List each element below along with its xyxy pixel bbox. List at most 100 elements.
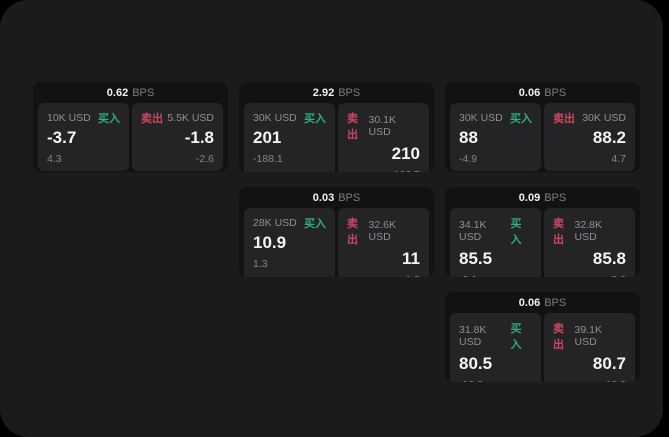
buy-amount: 10K USD [47,112,91,124]
buy-price: 85.5 [459,249,493,268]
quote-panels: 34.1K USD 买入 85.5 -3.1 卖出 32.8K USD 85.8… [445,208,640,277]
buy-side-button[interactable]: 买入 [510,113,532,125]
sell-amount: 30K USD [582,112,626,124]
buy-panel[interactable]: 30K USD 买入 201 -188.1 [244,103,335,172]
buy-price: -3.7 [47,128,77,147]
spread-value: 2.92 [312,86,335,99]
sell-panel[interactable]: 卖出 5.5K USD -1.8 -2.6 [132,103,223,171]
quote-panels: 28K USD 买入 10.9 1.3 卖出 32.6K USD 11 -1.8 [239,208,434,277]
buy-amount: 30K USD [459,112,503,124]
spread-value: 0.06 [518,296,541,309]
sell-side-button[interactable]: 卖出 [553,218,564,246]
buy-amount: 28K USD [253,217,297,229]
buy-price: 88 [459,128,478,147]
sell-amount: 39.1K USD [574,324,602,348]
spread-header: 2.92 BPS [239,82,434,103]
quote-card: 0.03 BPS 28K USD 买入 10.9 1.3 卖出 32.6K US… [239,187,434,277]
buy-price: 201 [253,128,282,147]
buy-amount: 34.1K USD [459,219,487,243]
buy-side-button[interactable]: 买入 [304,218,326,230]
spread-header: 0.03 BPS [239,187,434,208]
quote-card: 0.62 BPS 10K USD 买入 -3.7 4.3 卖出 5.5K USD… [33,82,228,172]
buy-panel-top-row: 28K USD 买入 [253,215,326,231]
spread-value: 0.03 [312,191,335,204]
buy-delta: -3.1 [459,274,532,277]
buy-delta: -4.9 [459,152,478,165]
quote-panels: 31.8K USD 买入 80.5 -10.8 卖出 39.1K USD 80.… [445,313,640,382]
sell-panel[interactable]: 卖出 39.1K USD 80.7 10.2 [544,313,635,382]
spread-value: 0.62 [106,86,129,99]
buy-delta: 4.3 [47,152,62,165]
sell-delta: 3.0 [553,274,626,277]
quote-card: 0.09 BPS 34.1K USD 买入 85.5 -3.1 卖出 32.8K… [445,187,640,277]
quote-card: 2.92 BPS 30K USD 买入 201 -188.1 卖出 30.1K … [239,82,434,172]
quote-panels: 10K USD 买入 -3.7 4.3 卖出 5.5K USD -1.8 -2.… [33,103,228,172]
sell-price: -1.8 [184,128,214,147]
sell-panel[interactable]: 卖出 30K USD 88.2 4.7 [544,103,635,171]
sell-delta: 4.7 [611,152,626,165]
sell-panel[interactable]: 卖出 32.8K USD 85.8 3.0 [544,208,635,277]
buy-side-button[interactable]: 买入 [510,218,522,246]
sell-panel[interactable]: 卖出 32.6K USD 11 -1.8 [338,208,429,277]
buy-side-button[interactable]: 买入 [98,113,120,125]
sell-side-button[interactable]: 卖出 [553,113,575,125]
sell-delta: 196.5 [347,169,420,172]
buy-panel-top-row: 30K USD 买入 [459,110,532,126]
buy-panel[interactable]: 28K USD 买入 10.9 1.3 [244,208,335,277]
buy-amount: 31.8K USD [459,324,487,348]
buy-panel[interactable]: 10K USD 买入 -3.7 4.3 [38,103,129,171]
sell-price: 88.2 [592,128,626,147]
sell-side-button[interactable]: 卖出 [347,113,358,141]
sell-price: 11 [402,249,420,268]
buy-panel[interactable]: 34.1K USD 买入 85.5 -3.1 [450,208,541,277]
sell-amount: 5.5K USD [167,112,214,124]
sell-side-button[interactable]: 卖出 [553,323,564,351]
sell-panel-top-row: 卖出 32.6K USD [347,215,420,247]
spread-unit-label: BPS [544,191,567,204]
sell-panel-top-row: 卖出 32.8K USD [553,215,626,247]
spread-value: 0.06 [518,86,541,99]
buy-price: 80.5 [459,354,493,373]
spread-unit-label: BPS [338,191,361,204]
buy-side-button[interactable]: 买入 [510,323,522,351]
quote-panels: 30K USD 买入 88 -4.9 卖出 30K USD 88.2 4.7 [445,103,640,172]
sell-panel-top-row: 卖出 30.1K USD [347,110,420,142]
sell-amount: 32.8K USD [574,219,602,243]
sell-side-button[interactable]: 卖出 [347,218,358,246]
buy-delta: -188.1 [253,152,283,165]
sell-amount: 32.6K USD [368,219,396,243]
spread-unit-label: BPS [544,296,567,309]
quote-card: 0.06 BPS 31.8K USD 买入 80.5 -10.8 卖出 39.1… [445,292,640,382]
sell-panel-top-row: 卖出 5.5K USD [141,110,214,126]
cards-grid: 0.62 BPS 10K USD 买入 -3.7 4.3 卖出 5.5K USD… [33,82,640,382]
spread-header: 0.06 BPS [445,82,640,103]
sell-delta: -1.8 [347,274,420,277]
sell-panel[interactable]: 卖出 30.1K USD 210 196.5 [338,103,429,172]
buy-panel[interactable]: 30K USD 买入 88 -4.9 [450,103,541,171]
spread-header: 0.06 BPS [445,292,640,313]
buy-delta: 1.3 [253,257,268,270]
buy-delta: -10.8 [459,379,532,382]
sell-price: 80.7 [592,354,626,373]
sell-amount: 30.1K USD [368,114,396,138]
buy-panel-top-row: 10K USD 买入 [47,110,120,126]
buy-side-button[interactable]: 买入 [304,113,326,125]
buy-panel-top-row: 34.1K USD 买入 [459,215,532,247]
sell-delta: 10.2 [553,379,626,382]
spread-unit-label: BPS [338,86,361,99]
quote-panels: 30K USD 买入 201 -188.1 卖出 30.1K USD 210 1… [239,103,434,172]
buy-panel-top-row: 30K USD 买入 [253,110,326,126]
sell-panel-top-row: 卖出 30K USD [553,110,626,126]
spread-header: 0.09 BPS [445,187,640,208]
buy-price: 10.9 [253,233,287,252]
sell-delta: -2.6 [195,152,214,165]
buy-panel-top-row: 31.8K USD 买入 [459,320,532,352]
spread-unit-label: BPS [132,86,155,99]
quote-card: 0.06 BPS 30K USD 买入 88 -4.9 卖出 30K USD 8… [445,82,640,172]
spread-header: 0.62 BPS [33,82,228,103]
sell-side-button[interactable]: 卖出 [141,113,163,125]
buy-panel[interactable]: 31.8K USD 买入 80.5 -10.8 [450,313,541,382]
sell-price: 85.8 [592,249,626,268]
buy-amount: 30K USD [253,112,297,124]
